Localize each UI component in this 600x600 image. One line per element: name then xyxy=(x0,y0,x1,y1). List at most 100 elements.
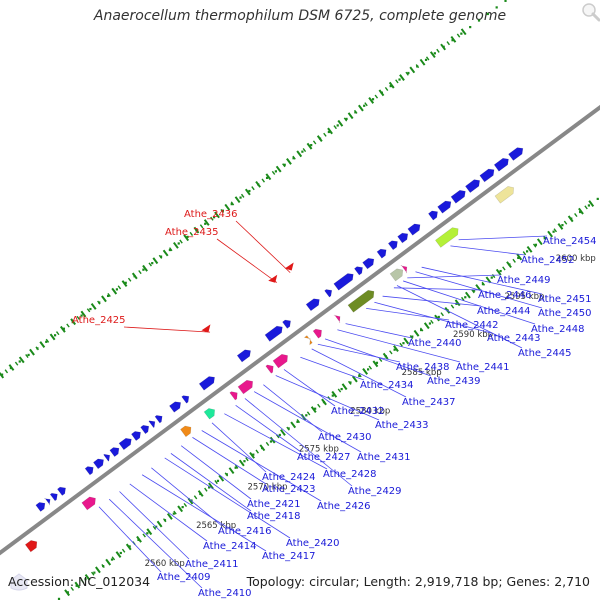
gene-arrow[interactable] xyxy=(181,395,190,404)
gene-arrow[interactable] xyxy=(450,189,466,204)
gene-label[interactable]: Athe_2437 xyxy=(402,397,456,408)
gene-arrow[interactable] xyxy=(427,210,438,221)
gene-arrow[interactable] xyxy=(508,147,524,161)
scale-tick xyxy=(261,178,266,183)
gene-arrow[interactable] xyxy=(264,325,283,342)
gene-label[interactable]: Athe_2454 xyxy=(543,236,597,247)
gene-arrow[interactable] xyxy=(180,425,192,438)
gene-arrow[interactable] xyxy=(333,314,341,324)
gene-arrow[interactable] xyxy=(387,240,398,251)
gene-label[interactable]: Athe_2446 xyxy=(478,290,532,301)
gene-arrow[interactable] xyxy=(237,379,254,395)
gene-arrow[interactable] xyxy=(353,266,363,276)
gene-label[interactable]: Athe_2445 xyxy=(518,348,572,359)
gene-label[interactable]: Athe_2411 xyxy=(185,559,239,570)
gene-label[interactable]: Athe_2448 xyxy=(531,324,585,335)
gene-label[interactable]: Athe_2439 xyxy=(427,376,481,387)
gene-arrow[interactable] xyxy=(24,540,38,553)
gene-arrow[interactable] xyxy=(434,227,459,248)
gene-label[interactable]: Athe_2451 xyxy=(538,294,592,305)
magnifier-icon[interactable] xyxy=(580,2,600,22)
gene-arrow[interactable] xyxy=(56,486,66,496)
gene-arrow[interactable] xyxy=(43,497,51,506)
gene-label[interactable]: Athe_2452 xyxy=(521,255,575,266)
label-pointer xyxy=(324,338,432,377)
gene-arrow[interactable] xyxy=(389,268,404,282)
gene-arrow[interactable] xyxy=(81,496,96,511)
gene-arrow[interactable] xyxy=(407,223,421,236)
gene-marker[interactable] xyxy=(201,324,211,333)
gene-label[interactable]: Athe_2424 xyxy=(262,472,316,483)
gene-arrow[interactable] xyxy=(168,401,182,413)
gene-arrow[interactable] xyxy=(265,364,274,374)
gene-arrow[interactable] xyxy=(92,458,104,470)
gene-arrow[interactable] xyxy=(154,415,163,424)
gene-label-highlight[interactable]: Athe_2436 xyxy=(184,209,238,220)
gene-label[interactable]: Athe_2431 xyxy=(357,452,411,463)
gene-arrow[interactable] xyxy=(397,232,409,244)
gene-arrow[interactable] xyxy=(312,328,322,339)
gene-label[interactable]: Athe_2416 xyxy=(218,526,272,537)
gene-arrow[interactable] xyxy=(103,453,111,462)
gene-label[interactable]: Athe_2426 xyxy=(317,501,371,512)
gene-label[interactable]: Athe_2442 xyxy=(445,320,499,331)
gene-label[interactable]: Athe_2420 xyxy=(286,538,340,549)
gene-arrow[interactable] xyxy=(148,420,156,429)
gene-arrow[interactable] xyxy=(376,248,387,259)
gene-arrow[interactable] xyxy=(35,502,46,512)
gene-features[interactable] xyxy=(24,147,524,553)
gene-marker[interactable] xyxy=(284,262,294,271)
gene-arrow[interactable] xyxy=(198,376,215,391)
gene-label[interactable]: Athe_2432 xyxy=(331,406,385,417)
gene-label[interactable]: Athe_2409 xyxy=(157,572,211,583)
gene-arrow[interactable] xyxy=(464,179,481,194)
gene-arrow[interactable] xyxy=(479,168,495,183)
gene-arrow[interactable] xyxy=(109,447,120,458)
gene-arrow[interactable] xyxy=(49,492,58,502)
hand-icon[interactable] xyxy=(8,573,30,593)
gene-label[interactable]: Athe_2414 xyxy=(203,541,257,552)
gene-label[interactable]: Athe_2443 xyxy=(487,333,541,344)
gene-arrow[interactable] xyxy=(305,298,320,312)
gene-label-highlight[interactable]: Athe_2435 xyxy=(165,227,219,238)
gene-arrow[interactable] xyxy=(282,319,291,329)
gene-arrow[interactable] xyxy=(324,289,333,298)
gene-arrow[interactable] xyxy=(362,257,375,270)
gene-label[interactable]: Athe_2423 xyxy=(262,484,316,495)
scale-tick xyxy=(403,337,410,345)
gene-label[interactable]: Athe_2428 xyxy=(323,469,377,480)
gene-label[interactable]: Athe_2418 xyxy=(247,511,301,522)
gene-label[interactable]: Athe_2421 xyxy=(247,499,301,510)
gene-arrow[interactable] xyxy=(494,186,515,204)
gene-arrow[interactable] xyxy=(203,408,216,420)
gene-arrow[interactable] xyxy=(236,349,251,363)
gene-arrow[interactable] xyxy=(84,466,94,476)
gene-label-highlight[interactable]: Athe_2425 xyxy=(72,315,126,326)
gene-label[interactable]: Athe_2450 xyxy=(538,308,592,319)
gene-label[interactable]: Athe_2433 xyxy=(375,420,429,431)
gene-label[interactable]: Athe_2438 xyxy=(396,362,450,373)
gene-label[interactable]: Athe_2410 xyxy=(198,588,252,599)
gene-arrow[interactable] xyxy=(118,437,132,451)
gene-label[interactable]: Athe_2434 xyxy=(360,380,414,391)
gene-arrow[interactable] xyxy=(272,353,288,369)
gene-label[interactable]: Athe_2429 xyxy=(348,486,402,497)
gene-label[interactable]: Athe_2417 xyxy=(262,551,316,562)
gene-arrow[interactable] xyxy=(400,265,408,274)
gene-arrow[interactable] xyxy=(437,200,452,214)
gene-label[interactable]: Athe_2427 xyxy=(297,452,351,463)
gene-arrow[interactable] xyxy=(347,289,375,313)
label-pointer xyxy=(192,437,267,485)
gene-label[interactable]: Athe_2449 xyxy=(497,275,551,286)
gene-arrow[interactable] xyxy=(130,431,141,442)
gene-arrow[interactable] xyxy=(333,273,354,291)
gene-label[interactable]: Athe_2430 xyxy=(318,432,372,443)
gene-arrow[interactable] xyxy=(140,424,150,435)
gene-arrow[interactable] xyxy=(229,391,238,401)
gene-label[interactable]: Athe_2440 xyxy=(408,338,462,349)
gene-label[interactable]: Athe_2444 xyxy=(477,306,531,317)
gene-arrow[interactable] xyxy=(493,157,509,172)
gene-arrow[interactable] xyxy=(303,335,313,346)
gene-label[interactable]: Athe_2441 xyxy=(456,362,510,373)
